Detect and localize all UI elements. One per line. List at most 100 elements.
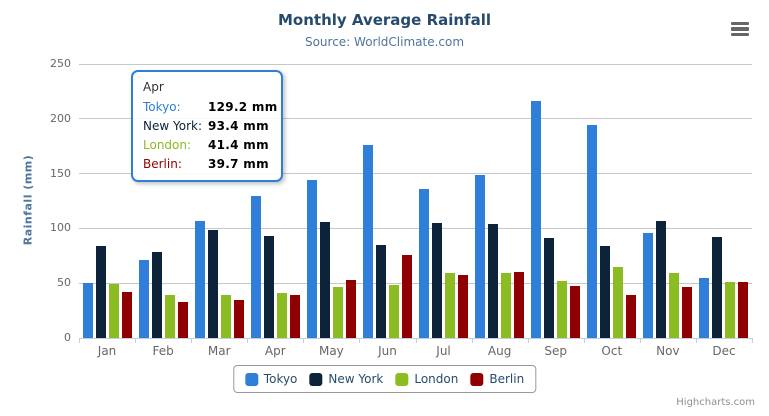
- x-axis-tick: [583, 338, 585, 343]
- tooltip-series-label: Berlin:: [143, 156, 182, 171]
- legend-item-berlin[interactable]: Berlin: [470, 372, 524, 386]
- x-tick-label-apr: Apr: [264, 344, 286, 358]
- tooltip-series-value: 129.2 mm: [208, 99, 278, 114]
- legend-swatch-icon: [244, 372, 258, 386]
- legend-item-new-york[interactable]: New York: [309, 372, 383, 386]
- bar-new-york-jan[interactable]: [95, 246, 106, 338]
- bar-london-aug[interactable]: [501, 272, 512, 338]
- tooltip: Apr Tokyo: 129.2 mm New York: 93.4 mm London…: [131, 70, 283, 182]
- bar-london-jun[interactable]: [388, 285, 399, 338]
- bar-tokyo-nov[interactable]: [643, 233, 654, 338]
- x-axis-tick: [359, 338, 361, 343]
- x-axis-tick: [191, 338, 193, 343]
- x-axis-tick: [639, 338, 641, 343]
- bar-london-nov[interactable]: [669, 273, 680, 338]
- bar-tokyo-sep[interactable]: [531, 100, 542, 338]
- legend-swatch-icon: [309, 372, 323, 386]
- bar-berlin-sep[interactable]: [570, 285, 581, 338]
- x-axis-tick: [79, 338, 80, 343]
- bar-berlin-jun[interactable]: [401, 255, 412, 338]
- bar-london-jan[interactable]: [108, 284, 119, 338]
- x-tick-label-mar: Mar: [207, 344, 231, 358]
- tooltip-header: Apr: [143, 80, 164, 94]
- y-tick-label-0: 0: [64, 331, 71, 344]
- bar-new-york-may[interactable]: [319, 221, 330, 338]
- chart-subtitle: Source: WorldClimate.com: [304, 35, 465, 49]
- bar-berlin-oct[interactable]: [626, 295, 637, 338]
- bar-tokyo-oct[interactable]: [587, 125, 598, 338]
- bar-berlin-aug[interactable]: [514, 271, 525, 338]
- bar-tokyo-mar[interactable]: [194, 221, 205, 338]
- bar-london-dec[interactable]: [725, 281, 736, 338]
- x-tick-label-sep: Sep: [544, 344, 568, 358]
- tooltip-row: New York: 93.4 mm: [143, 116, 278, 135]
- x-axis-tick: [471, 338, 473, 343]
- bar-new-york-mar[interactable]: [207, 230, 218, 338]
- bar-new-york-jul[interactable]: [432, 222, 443, 338]
- x-tick-label-feb: Feb: [152, 344, 174, 358]
- tooltip-series-value: 41.4 mm: [208, 137, 269, 152]
- bar-tokyo-feb[interactable]: [138, 259, 149, 338]
- bar-berlin-apr[interactable]: [289, 294, 300, 338]
- gridline-150: [79, 173, 752, 175]
- bar-tokyo-jun[interactable]: [362, 145, 373, 338]
- bar-berlin-jul[interactable]: [458, 275, 469, 338]
- bar-london-sep[interactable]: [557, 280, 568, 338]
- y-tick-label-250: 250: [50, 57, 71, 70]
- bar-new-york-jun[interactable]: [375, 245, 386, 338]
- x-tick-label-nov: Nov: [656, 344, 680, 358]
- export-menu-button[interactable]: [729, 19, 753, 39]
- bar-tokyo-may[interactable]: [306, 180, 317, 338]
- tooltip-series-value: 93.4 mm: [208, 118, 269, 133]
- bar-london-oct[interactable]: [613, 266, 624, 338]
- x-axis-tick: [303, 338, 305, 343]
- x-tick-label-oct: Oct: [601, 344, 623, 358]
- x-tick-label-jan: Jan: [97, 344, 117, 358]
- bar-new-york-feb[interactable]: [151, 251, 162, 338]
- legend-label: Tokyo: [263, 372, 298, 386]
- x-axis-tick: [752, 338, 753, 343]
- bar-new-york-nov[interactable]: [656, 221, 667, 338]
- y-tick-label-50: 50: [57, 276, 71, 290]
- bar-tokyo-jan[interactable]: [82, 283, 93, 338]
- gridline-100: [79, 227, 752, 229]
- bar-tokyo-dec[interactable]: [699, 278, 710, 338]
- bar-london-apr[interactable]: [276, 292, 287, 338]
- bar-berlin-feb[interactable]: [177, 301, 188, 338]
- bar-berlin-dec[interactable]: [738, 282, 749, 338]
- x-tick-label-jul: Jul: [436, 344, 451, 358]
- x-axis-tick: [415, 338, 417, 343]
- bar-new-york-aug[interactable]: [488, 223, 499, 338]
- bar-berlin-mar[interactable]: [233, 300, 244, 338]
- plot-area: [79, 63, 753, 343]
- bar-new-york-oct[interactable]: [600, 246, 611, 338]
- bar-london-mar[interactable]: [220, 294, 231, 338]
- gridline-250: [79, 63, 752, 65]
- bar-tokyo-aug[interactable]: [475, 175, 486, 338]
- bar-berlin-jan[interactable]: [121, 291, 132, 338]
- legend-swatch-icon: [395, 372, 409, 386]
- credits-link[interactable]: Highcharts.com: [676, 397, 755, 408]
- bar-new-york-dec[interactable]: [712, 236, 723, 338]
- legend-label: London: [414, 372, 459, 386]
- x-tick-label-may: May: [318, 344, 344, 358]
- legend-item-tokyo[interactable]: Tokyo: [244, 372, 298, 386]
- bar-tokyo-apr[interactable]: [250, 196, 261, 338]
- legend-label: New York: [328, 372, 384, 386]
- legend-item-london[interactable]: London: [395, 372, 458, 386]
- legend-swatch-icon: [470, 372, 484, 386]
- chart-title: Monthly Average Rainfall: [277, 11, 491, 29]
- bar-tokyo-jul[interactable]: [419, 189, 430, 338]
- bar-berlin-may[interactable]: [345, 280, 356, 338]
- x-axis-tick: [695, 338, 697, 343]
- gridline-200: [79, 118, 752, 120]
- bar-london-may[interactable]: [332, 286, 343, 338]
- x-tick-label-aug: Aug: [487, 344, 512, 358]
- x-tick-label-dec: Dec: [712, 344, 736, 358]
- bar-london-jul[interactable]: [445, 273, 456, 338]
- bar-london-feb[interactable]: [164, 295, 175, 338]
- bar-berlin-nov[interactable]: [682, 286, 693, 338]
- bar-new-york-sep[interactable]: [544, 238, 555, 338]
- bar-new-york-apr[interactable]: [263, 235, 274, 338]
